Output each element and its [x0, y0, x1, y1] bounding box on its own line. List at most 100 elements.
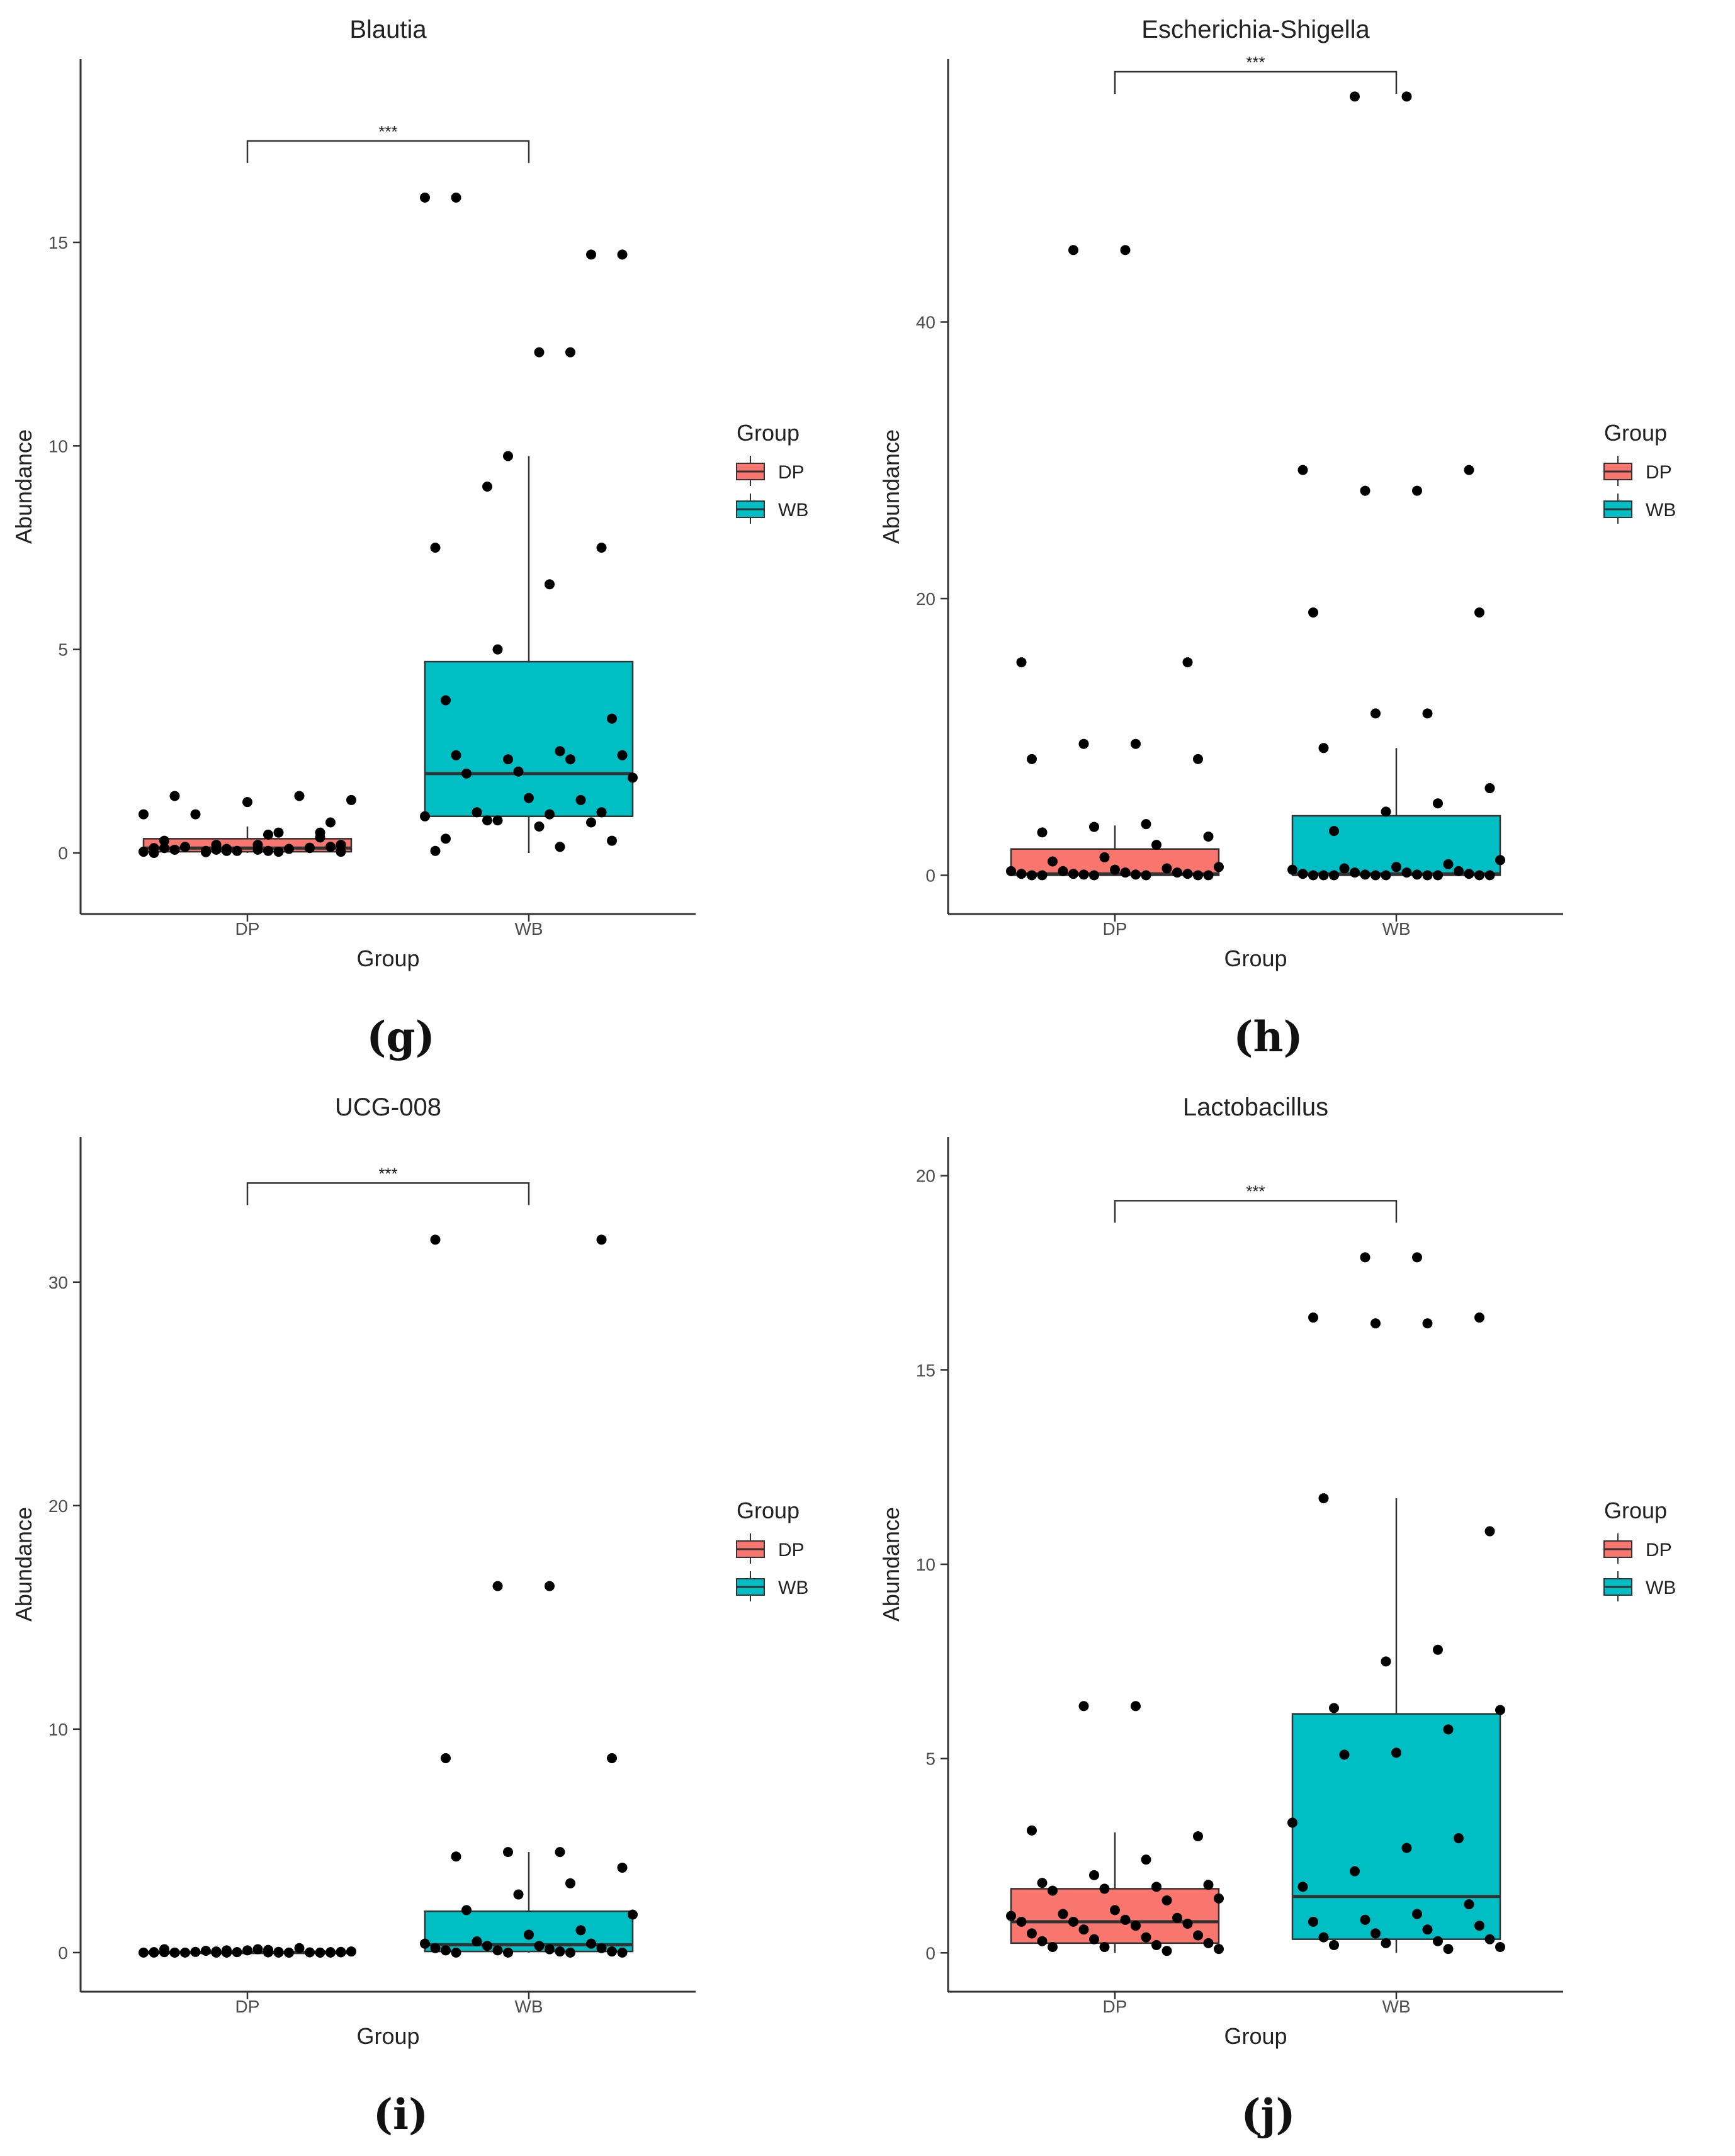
data-point-wb [607, 1946, 617, 1957]
data-point-dp [1151, 840, 1161, 850]
data-point-dp [242, 1945, 252, 1956]
data-point-wb [1401, 867, 1412, 878]
data-point-dp [273, 827, 284, 838]
data-point-dp [1141, 870, 1151, 881]
box-wb [424, 660, 634, 818]
data-point-wb [1370, 1928, 1381, 1939]
data-point-dp [1048, 1885, 1058, 1896]
data-point-wb [575, 794, 586, 805]
data-point-wb [1443, 859, 1454, 869]
plot-lactobacillus: Lactobacillus 0 5 10 15 20 DP WB Group Abundance *… [878, 1093, 1676, 2139]
data-point-dp [305, 1947, 315, 1958]
data-point-wb [1360, 869, 1370, 880]
data-point-wb [1360, 1252, 1370, 1263]
data-point-wb [596, 1943, 607, 1953]
data-point-dp [325, 1947, 336, 1958]
y-tick-label: 40 [916, 313, 935, 332]
data-point-wb [1308, 607, 1318, 618]
data-point-dp [325, 817, 336, 828]
legend-label-wb: WB [1646, 1577, 1676, 1598]
x-tick-label: WB [514, 919, 543, 939]
data-point-dp [336, 847, 346, 857]
panel-i: UCG-008 0 10 20 30 DP WB Group Abundance *** Group… [0, 1078, 868, 2155]
data-point-wb [1422, 870, 1433, 881]
data-point-wb [1350, 1866, 1360, 1877]
data-point-dp [294, 1943, 305, 1953]
data-point-wb [1391, 862, 1401, 872]
data-point-dp [1131, 1921, 1141, 1931]
data-point-dp [159, 835, 169, 846]
data-point-wb [472, 1936, 482, 1947]
data-point-wb [430, 1234, 441, 1245]
data-point-wb [1329, 826, 1339, 837]
box-dp [1010, 1888, 1220, 1944]
legend-label-dp: DP [1646, 1540, 1672, 1561]
data-point-wb [534, 821, 545, 832]
data-point-dp [1161, 863, 1172, 874]
significance-bracket [1114, 1200, 1398, 1223]
data-point-dp [1131, 869, 1141, 880]
data-point-wb [1287, 1817, 1297, 1828]
data-point-dp [1099, 1942, 1110, 1953]
data-point-wb [524, 793, 534, 803]
data-point-dp [252, 1944, 263, 1955]
data-point-dp [1027, 753, 1037, 764]
data-point-wb [430, 1943, 441, 1953]
data-point-wb [1381, 1656, 1391, 1667]
data-point-dp [1141, 1854, 1151, 1865]
data-point-wb [1391, 1747, 1401, 1758]
data-point-dp [1151, 1882, 1161, 1892]
data-point-dp [1151, 1939, 1161, 1950]
data-point-wb [617, 1947, 628, 1958]
data-point-wb [1308, 870, 1318, 881]
x-tick-label: DP [235, 919, 260, 939]
data-point-dp [1089, 821, 1099, 832]
data-point-dp [252, 840, 263, 850]
data-point-dp [149, 843, 159, 854]
data-point-dp [1078, 1924, 1089, 1935]
data-point-dp [315, 827, 325, 838]
data-point-dp [1131, 1701, 1141, 1712]
data-point-wb [513, 1889, 524, 1900]
data-point-dp [1172, 867, 1182, 878]
y-tick-label: 10 [916, 1555, 935, 1574]
data-point-wb [596, 1234, 607, 1245]
data-point-dp [1037, 827, 1048, 838]
y-tick-label: 20 [48, 1496, 68, 1516]
data-point-wb [586, 249, 596, 260]
data-point-wb [492, 1945, 503, 1956]
data-point-wb [1370, 870, 1381, 881]
data-point-dp [1141, 1932, 1151, 1943]
data-point-dp [1016, 1916, 1027, 1927]
legend-label-wb: WB [778, 1577, 808, 1598]
plot-ucg-008: UCG-008 0 10 20 30 DP WB Group Abundance *** Group… [11, 1093, 808, 2139]
data-point-wb [1464, 869, 1474, 879]
data-point-wb [482, 1941, 492, 1951]
data-point-wb [1308, 1312, 1318, 1323]
data-point-dp [1078, 1701, 1089, 1712]
panel-g: Blautia 0 5 10 15 DP WB Group Abundance *** Group D… [0, 0, 868, 1078]
data-point-dp [1027, 1825, 1037, 1836]
chart-title-lactobacillus: Lactobacillus [1183, 1093, 1328, 1121]
data-point-wb [1422, 708, 1433, 719]
data-point-dp [346, 1946, 356, 1957]
x-tick-label: DP [1103, 919, 1127, 939]
y-tick-label: 0 [58, 1943, 68, 1963]
data-point-dp [1078, 869, 1089, 880]
chart-title-blautia: Blautia [349, 16, 427, 43]
data-point-wb [1412, 869, 1422, 880]
data-point-dp [1214, 1944, 1224, 1955]
data-point-dp [1089, 1870, 1099, 1880]
data-point-dp [159, 843, 169, 854]
data-point-dp [273, 847, 284, 857]
data-point-wb [1484, 870, 1495, 881]
data-point-dp [1099, 852, 1110, 862]
data-point-dp [1182, 1918, 1193, 1929]
legend-label-dp: DP [778, 1540, 805, 1561]
data-point-wb [555, 842, 565, 852]
data-point-wb [1474, 1921, 1484, 1931]
data-point-dp [263, 829, 273, 840]
data-point-dp [1131, 738, 1141, 749]
data-point-dp [180, 842, 190, 852]
data-point-dp [1048, 856, 1058, 867]
